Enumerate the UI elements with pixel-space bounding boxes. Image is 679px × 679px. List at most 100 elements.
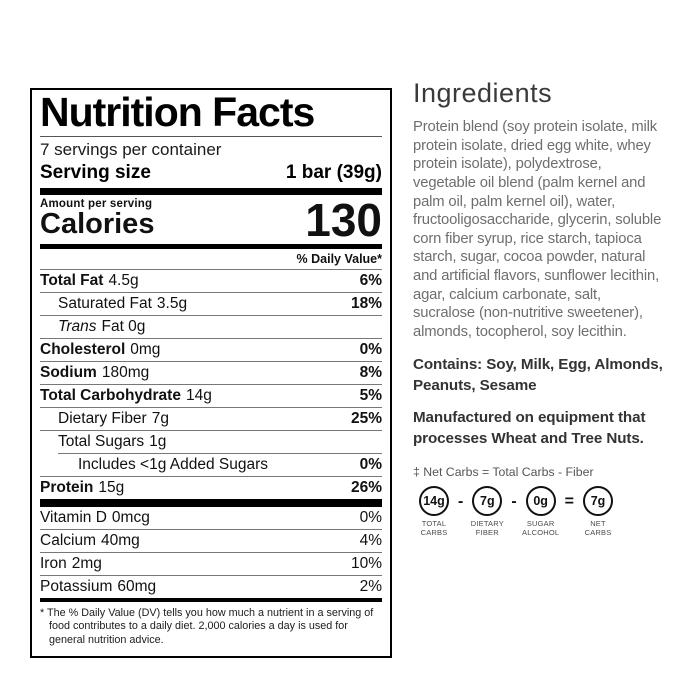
micro-row-potassium: Potassium 60mg 2%	[40, 576, 382, 598]
servings-per-container: 7 servings per container	[40, 140, 222, 159]
nutrient-row-trans-fat: Trans Fat 0g	[40, 316, 382, 338]
ingredients-text: Protein blend (soy protein isolate, milk…	[413, 119, 662, 341]
label-line-1: DIETARY	[470, 518, 504, 528]
hairline-divider	[40, 551, 382, 553]
nutrient-row-total-carbohydrate: Total Carbohydrate 14g 5%	[40, 385, 382, 407]
nutrient-name: Total Carbohydrate	[40, 386, 181, 404]
label-line-1: NET	[590, 518, 606, 528]
label-line-2: CARBS	[584, 527, 612, 537]
net-carbs-formula-note: ‡ Net Carbs = Total Carbs - Fiber	[413, 464, 594, 479]
nutrient-amount: 0mg	[130, 340, 161, 358]
nutrient-row-total-sugars: Total Sugars 1g	[40, 431, 382, 453]
ingredients-heading: Ingredients	[413, 78, 553, 108]
nutrient-row-added-sugars: Includes <1g Added Sugars 0%	[40, 454, 382, 476]
nutrient-amount: 3.5g	[156, 294, 188, 312]
net-carbs-group-net-carbs: 7g NET CARBS	[577, 485, 619, 538]
nutrient-dv: 0%	[359, 455, 382, 473]
label-line-1: TOTAL	[421, 518, 447, 528]
nutrient-name: Trans	[58, 317, 97, 335]
net-carbs-circle-label: NET CARBS	[585, 519, 612, 538]
serving-size-row: Serving size 1 bar (39g)	[40, 161, 382, 188]
nutrient-name: Total Fat	[40, 271, 104, 289]
hairline-divider	[40, 360, 382, 362]
nutrient-name: Cholesterol	[40, 340, 126, 358]
nutrient-row-cholesterol: Cholesterol 0mg 0%	[40, 339, 382, 361]
serving-size-label: Serving size	[40, 162, 151, 183]
hairline-divider	[40, 314, 382, 316]
calories-value: 130	[305, 193, 382, 246]
calories-left: Amount per serving Calories	[40, 198, 154, 240]
net-carbs-circle: 7g	[583, 485, 613, 516]
hairline-divider	[40, 475, 382, 477]
nutrient-dv: 6%	[359, 271, 382, 289]
net-carbs-circle: 14g	[419, 485, 449, 516]
nutrient-dv: 0%	[359, 340, 382, 358]
hairline-divider	[40, 528, 382, 530]
nutrient-dv: 5%	[359, 386, 382, 404]
thick-divider	[40, 498, 382, 507]
thick-divider	[40, 188, 382, 195]
net-carbs-group-dietary-fiber: 7g DIETARY FIBER	[466, 485, 508, 538]
nutrient-name: Includes <1g Added Sugars	[78, 455, 269, 473]
label-line-2: FIBER	[475, 527, 499, 537]
manufactured-statement: Manufactured on equipment that processes…	[413, 408, 646, 447]
nutrient-amount: 4.5g	[108, 271, 139, 289]
nutrient-amount: 60mg	[117, 577, 157, 595]
net-carbs-circle-label: DIETARY FIBER	[471, 519, 504, 538]
label-line-2: ALCOHOL	[522, 527, 560, 537]
hairline-divider	[40, 291, 382, 293]
micro-row-vitamin-d: Vitamin D 0mcg 0%	[40, 507, 382, 529]
nutrition-facts-title: Nutrition Facts	[40, 89, 315, 135]
net-carbs-operator: -	[458, 492, 464, 510]
net-carbs-circle-value: 7g	[590, 493, 606, 508]
nutrient-name: Vitamin D	[40, 508, 107, 526]
net-carbs-circle: 0g	[525, 485, 556, 516]
net-carbs-group-total-carbs: 14g TOTAL CARBS	[413, 485, 455, 538]
hairline-divider	[40, 268, 382, 270]
nutrient-amount: 15g	[98, 478, 125, 496]
nutrient-name: Iron	[40, 554, 67, 572]
net-carbs-circle-label: SUGAR ALCOHOL	[522, 519, 559, 538]
nutrient-amount: Fat 0g	[101, 317, 146, 335]
medium-divider	[40, 597, 382, 602]
net-carbs-operator: -	[511, 492, 517, 510]
hairline-divider	[40, 406, 382, 408]
daily-value-header: % Daily Value*	[296, 251, 382, 266]
nutrient-amount: 7g	[151, 409, 169, 427]
net-carbs-circle-value: 7g	[480, 493, 495, 508]
nutrient-dv: 4%	[359, 531, 382, 549]
nutrient-row-dietary-fiber: Dietary Fiber 7g 25%	[40, 408, 382, 430]
label-line-2: CARBS	[420, 527, 448, 537]
nutrient-dv: 0%	[359, 508, 382, 526]
nutrient-name: Potassium	[40, 577, 113, 595]
nutrient-dv: 10%	[350, 554, 382, 572]
nutrient-name: Calcium	[40, 531, 96, 549]
net-carbs-group-sugar-alcohol: 0g SUGAR ALCOHOL	[520, 485, 562, 538]
nutrient-row-total-fat: Total Fat 4.5g 6%	[40, 270, 382, 292]
medium-divider	[40, 243, 382, 249]
net-carbs-circle-value: 14g	[423, 493, 445, 508]
calories-block: Amount per serving Calories 130	[40, 195, 382, 244]
nutrient-amount: 14g	[185, 386, 212, 404]
nutrient-row-saturated-fat: Saturated Fat 3.5g 18%	[40, 293, 382, 315]
nutrient-name: Dietary Fiber	[58, 409, 147, 427]
net-carbs-circle: 7g	[472, 485, 503, 516]
hairline-divider	[40, 429, 382, 431]
nutrient-row-sodium: Sodium 180mg 8%	[40, 362, 382, 384]
hairline-divider	[40, 574, 382, 576]
nutrient-name: Sodium	[40, 363, 97, 381]
nutrient-dv: 8%	[359, 363, 382, 381]
hairline-divider	[40, 337, 382, 339]
nutrient-row-protein: Protein 15g 26%	[40, 477, 382, 499]
nutrient-amount: 1g	[149, 432, 167, 450]
hairline-divider	[40, 383, 382, 385]
nutrient-dv: 26%	[350, 478, 382, 496]
nutrient-name: Saturated Fat	[58, 294, 152, 312]
serving-size-value: 1 bar (39g)	[285, 162, 382, 183]
nutrient-amount: 0mcg	[111, 508, 150, 526]
net-carbs-circle-label: TOTAL CARBS	[421, 519, 448, 538]
nutrient-amount: 180mg	[101, 363, 150, 381]
title-divider	[40, 136, 382, 137]
daily-value-footnote: * The % Daily Value (DV) tells you how m…	[40, 606, 374, 647]
